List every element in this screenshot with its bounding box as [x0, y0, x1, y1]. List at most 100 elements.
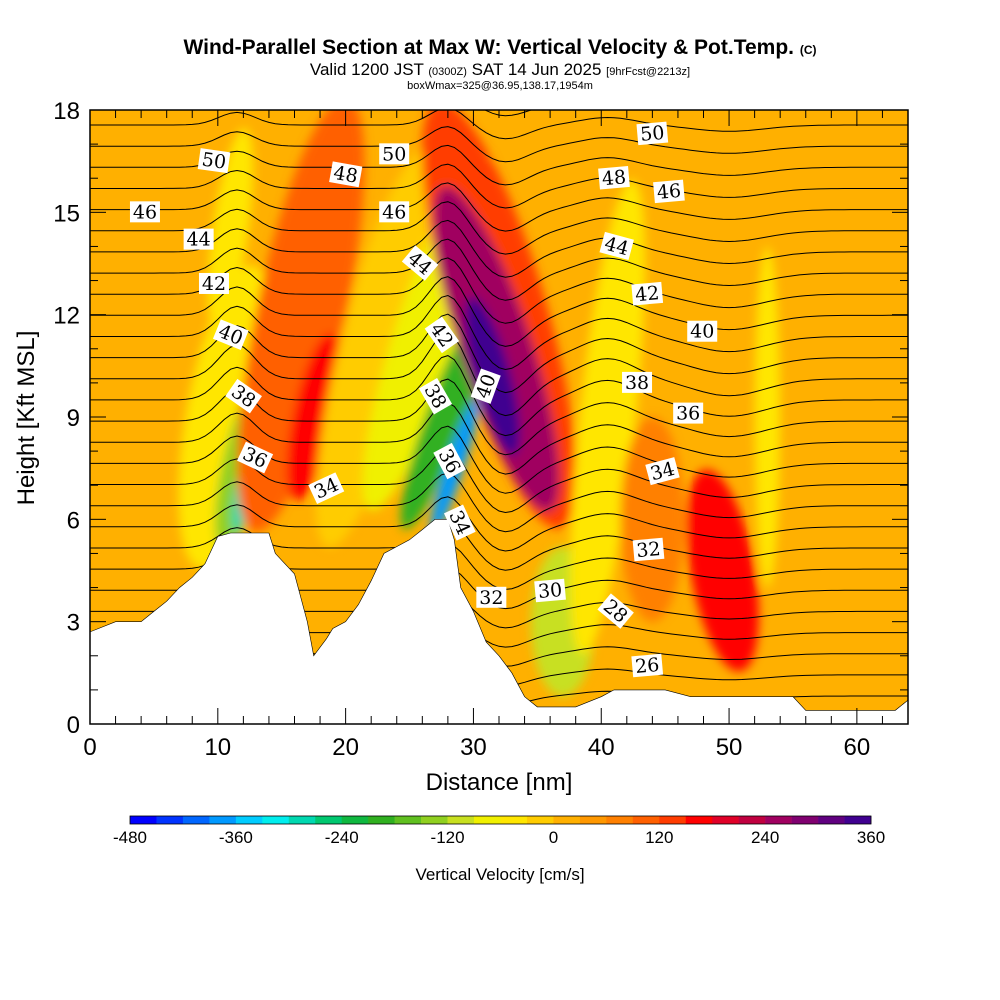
- theta-label-10: 46: [379, 201, 410, 223]
- theta-label-box: [329, 161, 363, 188]
- colorbar-tick-label: 240: [751, 828, 779, 847]
- colorbar-tick-label: 360: [857, 828, 885, 847]
- theta-label-box: [622, 371, 653, 393]
- chart-subtitle: Valid 1200 JST (0300Z) SAT 14 Jun 2025 […: [0, 60, 1000, 80]
- colorbar-swatch-20: [659, 816, 687, 824]
- isentrope-13: [90, 402, 908, 475]
- theta-label-25: 40: [687, 320, 718, 343]
- colorbar-tick-label: -360: [219, 828, 253, 847]
- theta-label-box: [129, 201, 160, 223]
- colorbar-swatch-6: [288, 816, 316, 824]
- theta-label-box: [636, 121, 669, 146]
- isentrope-22: [90, 219, 908, 278]
- colorbar-swatch-14: [500, 816, 528, 824]
- theta-label-text: 42: [202, 273, 226, 295]
- theta-label-box: [443, 504, 476, 541]
- colorbar-swatch-25: [791, 816, 819, 824]
- theta-label-text: 50: [382, 143, 406, 165]
- colorbar-tick-label: -480: [113, 828, 147, 847]
- velocity-cell-18: [620, 416, 685, 622]
- colorbar-swatch-22: [712, 816, 739, 824]
- theta-label-text: 46: [382, 201, 406, 223]
- isentrope-18: [90, 294, 908, 371]
- y-tick-label: 0: [67, 712, 80, 739]
- colorbar-swatch-9: [368, 816, 395, 824]
- theta-label-2: 44: [183, 228, 214, 251]
- theta-label-box: [470, 368, 501, 404]
- colorbar-swatch-19: [632, 816, 660, 824]
- colorbar-swatch-21: [685, 816, 713, 824]
- theta-label-box: [599, 231, 634, 260]
- colorbar-swatch-18: [606, 816, 634, 824]
- theta-label-box: [433, 442, 466, 480]
- colorbar-swatch-4: [235, 816, 263, 824]
- valid-date: SAT 14 Jun 2025: [471, 60, 602, 79]
- isentrope-16: [90, 332, 908, 417]
- theta-label-box: [687, 320, 718, 342]
- colorbar-swatch-3: [209, 816, 237, 824]
- theta-label-text: 26: [634, 654, 660, 678]
- theta-label-text: 42: [634, 282, 660, 306]
- forecast-info: [9hrFcst@2213z]: [606, 66, 691, 78]
- isentrope-28: [90, 110, 908, 140]
- y-tick-label: 18: [53, 98, 80, 125]
- valid-time: Valid 1200 JST: [309, 60, 424, 79]
- theta-label-box: [379, 201, 410, 223]
- velocity-cell-17: [754, 246, 781, 588]
- theta-label-26: 42: [631, 281, 664, 306]
- theta-label-box: [645, 457, 680, 486]
- isentrope-12: [90, 425, 908, 494]
- x-tick-label: 0: [83, 734, 96, 761]
- theta-label-box: [632, 537, 665, 562]
- theta-label-text: 48: [332, 162, 360, 188]
- theta-label-30: 50: [636, 121, 669, 146]
- theta-label-23: 36: [673, 402, 704, 425]
- isentrope-27: [90, 126, 908, 163]
- x-tick-label: 40: [588, 734, 615, 761]
- theta-label-box: [401, 245, 439, 281]
- theta-label-text: 46: [133, 201, 157, 223]
- theta-label-box: [212, 319, 249, 351]
- valid-utc: (0300Z): [428, 66, 467, 78]
- theta-label-box: [476, 586, 507, 608]
- velocity-cell-16: [686, 469, 759, 672]
- theta-label-box: [418, 378, 453, 415]
- x-axis-label: Distance [nm]: [426, 769, 573, 796]
- colorbar-swatch-8: [341, 816, 369, 824]
- theta-label-text: 46: [656, 180, 682, 204]
- colorbar-swatch-16: [553, 816, 581, 824]
- theta-label-box: [183, 228, 214, 250]
- theta-label-0: 50: [197, 148, 231, 174]
- isentrope-21: [90, 238, 908, 301]
- chart-titles: Wind-Parallel Section at Max W: Vertical…: [0, 36, 1000, 92]
- theta-label-3: 42: [198, 272, 229, 295]
- theta-label-9: 50: [379, 143, 410, 165]
- title-main: Wind-Parallel Section at Max W: Vertical…: [183, 36, 794, 59]
- colorbar-swatch-15: [526, 816, 554, 824]
- theta-label-text: 50: [200, 149, 227, 174]
- colorbar-swatch-13: [474, 816, 501, 824]
- theta-label-box: [673, 402, 704, 424]
- theta-label-box: [598, 165, 630, 190]
- theta-label-box: [225, 378, 262, 414]
- theta-label-box: [534, 578, 566, 603]
- theta-label-text: 32: [479, 587, 503, 609]
- x-tick-label: 50: [716, 734, 743, 761]
- colorbar-swatch-11: [421, 816, 448, 824]
- theta-label-17: 32: [476, 586, 507, 609]
- theta-label-box: [197, 148, 231, 174]
- theta-label-27: 44: [599, 231, 634, 260]
- colorbar-swatch-26: [818, 816, 845, 824]
- isentrope-11: [90, 449, 908, 514]
- chart-title: Wind-Parallel Section at Max W: Vertical…: [0, 36, 1000, 62]
- colorbar-swatch-5: [262, 816, 290, 824]
- x-tick-label: 20: [332, 734, 359, 761]
- colorbar-swatch-27: [844, 816, 872, 824]
- theta-label-box: [597, 593, 634, 629]
- theta-label-box: [424, 316, 460, 354]
- colorbar-swatch-24: [765, 816, 792, 824]
- colorbar: -480 -360 -240 -120 0 120 240 360: [113, 815, 885, 847]
- theta-label-8: 48: [329, 161, 363, 188]
